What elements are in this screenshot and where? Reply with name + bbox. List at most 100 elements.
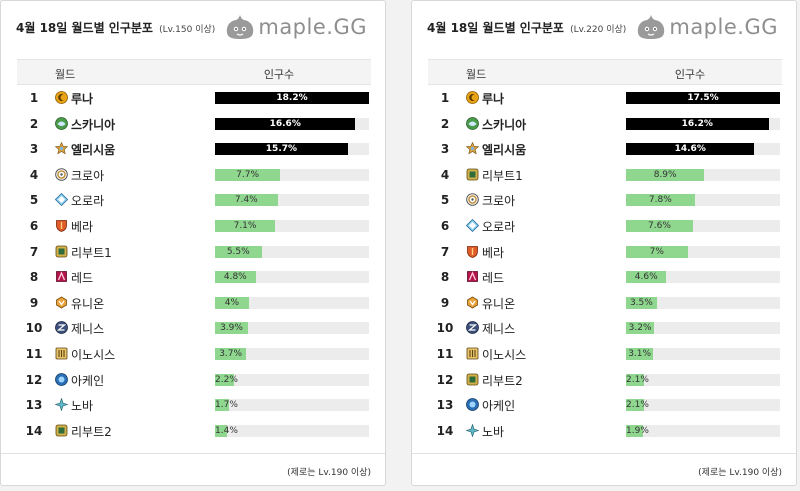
world-name: 이노시스 bbox=[71, 347, 116, 362]
enosis-icon bbox=[466, 347, 479, 360]
union-icon bbox=[56, 296, 67, 309]
population-label: 1.7% bbox=[215, 400, 238, 411]
bar-track: 7.7% bbox=[215, 168, 369, 181]
table-row: 13 아케인 2.1% bbox=[428, 392, 782, 418]
population-label: 5.5% bbox=[226, 246, 250, 257]
world-name: 스카니아 bbox=[71, 117, 116, 132]
nova-icon bbox=[55, 398, 68, 412]
bar-track: 7% bbox=[626, 245, 780, 258]
world-name: 루나 bbox=[71, 92, 94, 106]
aurora-icon bbox=[55, 193, 68, 207]
rank-number: 10 bbox=[25, 321, 43, 336]
bar-track: 1.4% bbox=[215, 424, 369, 437]
table-row: 2 스카니아 16.2% bbox=[428, 111, 782, 137]
bar-track: 7.1% bbox=[215, 219, 369, 232]
blob-mascot-icon bbox=[638, 15, 665, 39]
red-icon bbox=[56, 271, 67, 283]
world-name: 베라 bbox=[482, 245, 505, 260]
bar-track: 3.9% bbox=[215, 322, 369, 335]
rank-number: 13 bbox=[436, 398, 454, 413]
population-label: 3.9% bbox=[220, 323, 243, 334]
croa-icon bbox=[55, 167, 68, 181]
table-row: 8 레드 4.6% bbox=[428, 264, 782, 290]
bar-track: 2.1% bbox=[626, 373, 780, 386]
table-row: 4 리부트1 8.9% bbox=[428, 162, 782, 188]
population-label: 2.1% bbox=[626, 400, 649, 411]
header-world: 월드 bbox=[466, 68, 487, 81]
rank-number: 5 bbox=[440, 193, 450, 208]
elysium-icon bbox=[466, 142, 479, 155]
population-bar bbox=[626, 219, 693, 232]
world-name: 루나 bbox=[482, 92, 505, 106]
croa-icon bbox=[466, 193, 479, 207]
population-label: 1.9% bbox=[626, 425, 649, 436]
table-row: 3 엘리시움 14.6% bbox=[428, 136, 782, 162]
world-name: 아케인 bbox=[71, 373, 105, 388]
population-bar bbox=[626, 322, 655, 335]
world-name: 크로아 bbox=[71, 168, 105, 183]
bar-track: 16.2% bbox=[626, 117, 780, 130]
bar-track: 2.1% bbox=[626, 399, 780, 412]
table-row: 3 엘리시움 15.7% bbox=[17, 136, 371, 162]
world-name: 레드 bbox=[482, 271, 505, 286]
maplegg-logo[interactable]: maple.GG bbox=[225, 13, 367, 41]
logo-text: maple.GG bbox=[669, 15, 778, 39]
bar-track: 3.5% bbox=[626, 296, 780, 309]
header-population: 인구수 bbox=[263, 68, 295, 81]
luna-icon bbox=[55, 91, 68, 104]
union-icon bbox=[467, 296, 478, 309]
table-row: 12 리부트2 2.1% bbox=[428, 367, 782, 393]
footer-divider bbox=[412, 453, 796, 454]
population-card-lv220: 4월 18일 월드별 인구분포 (Lv.220 이상) maple.GG 월드 … bbox=[411, 0, 797, 486]
bar-track: 3.7% bbox=[215, 347, 369, 360]
arcane-icon bbox=[55, 372, 68, 386]
world-name: 이노시스 bbox=[482, 347, 527, 362]
rank-number: 5 bbox=[29, 193, 39, 208]
world-name: 베라 bbox=[71, 219, 94, 234]
table-row: 10 제니스 3.2% bbox=[428, 315, 782, 341]
rank-number: 14 bbox=[436, 423, 454, 438]
population-bar bbox=[215, 373, 234, 386]
bar-track: 14.6% bbox=[626, 143, 780, 156]
population-bar bbox=[215, 143, 348, 156]
maplegg-logo[interactable]: maple.GG bbox=[636, 13, 778, 41]
rank-number: 4 bbox=[440, 167, 450, 182]
rank-number: 6 bbox=[440, 218, 450, 233]
population-label: 16.6% bbox=[269, 118, 301, 129]
bar-track: 4% bbox=[215, 296, 369, 309]
table-row: 10 제니스 3.9% bbox=[17, 315, 371, 341]
table-row: 5 크로아 7.8% bbox=[428, 187, 782, 213]
bar-track: 17.5% bbox=[626, 92, 780, 104]
bar-track: 18.2% bbox=[215, 92, 369, 104]
bar-track: 1.7% bbox=[215, 399, 369, 412]
world-name: 리부트1 bbox=[482, 168, 523, 183]
population-label: 18.2% bbox=[276, 93, 308, 103]
rank-number: 3 bbox=[29, 142, 39, 157]
population-bar bbox=[626, 373, 645, 386]
population-bar bbox=[626, 347, 654, 360]
rank-number: 3 bbox=[440, 142, 450, 157]
bar-track: 15.7% bbox=[215, 143, 369, 156]
population-bar bbox=[215, 117, 356, 130]
table-row: 7 베라 7% bbox=[428, 239, 782, 265]
luna-icon bbox=[466, 91, 479, 104]
table-header: 월드 인구수 bbox=[17, 59, 371, 85]
population-label: 15.7% bbox=[265, 144, 298, 155]
footer-divider bbox=[1, 453, 385, 454]
reboot-icon bbox=[466, 373, 479, 385]
aurora-icon bbox=[466, 218, 479, 232]
population-table: 월드 인구수 1 루나 17.5% 2 스카니아 16.2% 3 엘리시움 14.6% 4 리부트1… bbox=[428, 59, 782, 443]
population-bar bbox=[626, 117, 769, 130]
population-bar bbox=[215, 399, 230, 412]
rank-number: 8 bbox=[440, 270, 450, 285]
bera-icon bbox=[56, 220, 67, 232]
rank-number: 2 bbox=[29, 116, 39, 131]
population-label: 4% bbox=[224, 297, 240, 308]
header-world: 월드 bbox=[55, 68, 76, 81]
table-row: 9 유니온 4% bbox=[17, 290, 371, 316]
reboot-icon bbox=[55, 424, 68, 437]
bar-track: 5.5% bbox=[215, 245, 369, 258]
population-label: 1.4% bbox=[215, 425, 238, 436]
rank-number: 12 bbox=[436, 372, 454, 387]
table-header: 월드 인구수 bbox=[428, 59, 782, 85]
